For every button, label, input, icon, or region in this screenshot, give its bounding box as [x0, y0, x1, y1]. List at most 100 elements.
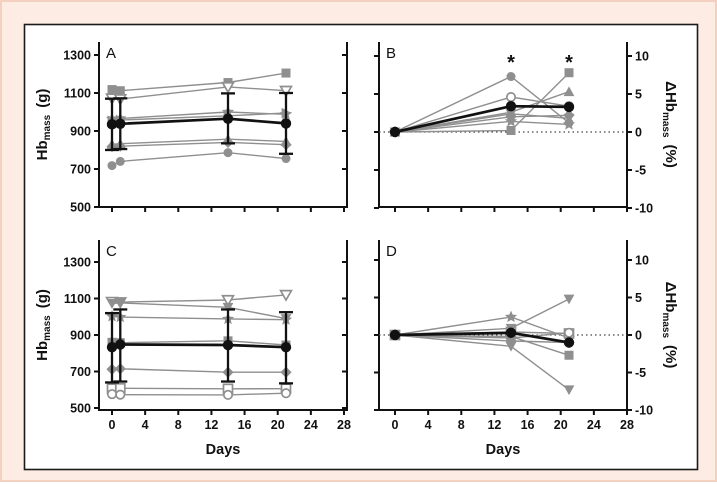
marker-diamond	[563, 109, 575, 121]
x-tick-label: 24	[587, 418, 601, 432]
marker-triangle-down	[563, 385, 575, 396]
y-tick-label: -5	[635, 164, 646, 178]
mean-marker	[389, 126, 401, 138]
marker-circle	[223, 148, 233, 158]
y-tick-label: 500	[70, 201, 91, 215]
y-tick-label: 1300	[63, 256, 91, 270]
marker-square	[564, 68, 574, 78]
y-tick-label: 5	[635, 88, 642, 102]
marker-triangle-up	[563, 86, 575, 97]
figure-frame	[23, 23, 699, 471]
marker-circle-open	[106, 389, 118, 400]
marker-square	[115, 86, 125, 96]
x-tick-label: 12	[487, 418, 501, 432]
marker-square	[107, 85, 117, 95]
x-tick-label: 8	[458, 418, 465, 432]
x-tick-label: 16	[238, 418, 252, 432]
x-tick-label: 20	[554, 418, 568, 432]
y-tick-label: 700	[70, 163, 91, 177]
y-tick-label: -10	[635, 202, 653, 216]
x-axis-label: Days	[486, 442, 521, 458]
x-tick-label: 20	[271, 418, 285, 432]
y-tick-label: 1300	[63, 49, 91, 63]
panel-letter: D	[386, 243, 397, 260]
marker-circle-open	[505, 91, 517, 103]
panel-letter: A	[106, 45, 116, 62]
series-line	[111, 138, 287, 145]
significance-asterisk: *	[565, 52, 573, 74]
marker-circle-open	[222, 389, 234, 400]
y-axis-label: ΔHbmass(%)	[660, 81, 679, 168]
series-line	[111, 294, 287, 303]
marker-square	[281, 68, 291, 78]
marker-circle-open	[563, 327, 575, 338]
x-tick-label: 28	[337, 418, 351, 432]
x-tick-label: 4	[142, 418, 149, 432]
mean-marker	[505, 327, 517, 338]
marker-triangle-down	[222, 302, 234, 313]
marker-circle	[107, 161, 117, 171]
marker-square	[506, 125, 516, 135]
marker-circle	[506, 72, 516, 82]
y-tick-label: 1100	[64, 87, 91, 101]
mean-marker	[106, 342, 118, 353]
series-line	[111, 151, 287, 167]
marker-circle-open	[280, 388, 292, 399]
y-tick-label: 10	[635, 50, 649, 64]
y-tick-label: 900	[70, 125, 91, 139]
mean-marker	[505, 100, 517, 112]
mean-marker	[389, 329, 401, 341]
marker-star	[504, 114, 518, 127]
x-tick-label: 12	[204, 418, 218, 432]
y-tick-label: 5	[635, 291, 642, 305]
mean-marker	[563, 101, 575, 113]
x-axis-label: Days	[206, 442, 241, 458]
marker-triangle-down-open	[279, 289, 293, 302]
significance-asterisk: *	[507, 52, 515, 74]
marker-circle	[115, 156, 125, 166]
marker-circle	[281, 154, 291, 164]
y-tick-label: 0	[635, 126, 642, 140]
mean-marker	[222, 113, 234, 124]
y-tick-label: 0	[635, 329, 642, 343]
mean-marker	[222, 339, 234, 351]
y-tick-label: -10	[635, 404, 653, 418]
x-tick-label: 0	[109, 418, 116, 432]
x-tick-label: 28	[620, 418, 634, 432]
mean-marker	[563, 337, 575, 348]
marker-circle-open	[115, 389, 126, 400]
y-axis-label: ΔHbmass(%)	[660, 282, 679, 369]
marker-star	[504, 310, 518, 323]
marker-triangle-down	[114, 298, 126, 309]
mean-marker	[115, 118, 126, 129]
marker-triangle-down-open	[221, 81, 235, 94]
x-tick-label: 8	[175, 418, 182, 432]
series-line	[111, 387, 287, 390]
series-line	[111, 302, 287, 320]
marker-star	[562, 118, 576, 130]
marker-triangle-down	[563, 294, 575, 305]
mean-marker	[106, 119, 118, 130]
y-axis-label: Hbmass(g)	[34, 289, 53, 361]
x-tick-label: 24	[304, 418, 318, 432]
x-tick-label: 0	[392, 418, 399, 432]
mean-marker	[280, 118, 292, 129]
y-tick-label: 10	[635, 254, 649, 268]
y-tick-label: 700	[70, 365, 91, 379]
marker-triangle-down-open	[279, 85, 293, 98]
panel-letter: B	[386, 45, 396, 62]
y-tick-label: 1100	[64, 292, 91, 306]
y-tick-label: 500	[70, 402, 91, 416]
panel-letter: C	[106, 243, 117, 260]
marker-triangle-down	[106, 299, 118, 309]
y-tick-label: -5	[635, 366, 646, 380]
mean-marker	[280, 342, 292, 353]
y-axis-label: Hbmass(g)	[34, 89, 53, 161]
x-tick-label: 16	[521, 418, 535, 432]
marker-square	[564, 350, 574, 360]
mean-marker	[115, 339, 126, 350]
marker-triangle-down	[505, 341, 517, 352]
x-tick-label: 4	[425, 418, 432, 432]
